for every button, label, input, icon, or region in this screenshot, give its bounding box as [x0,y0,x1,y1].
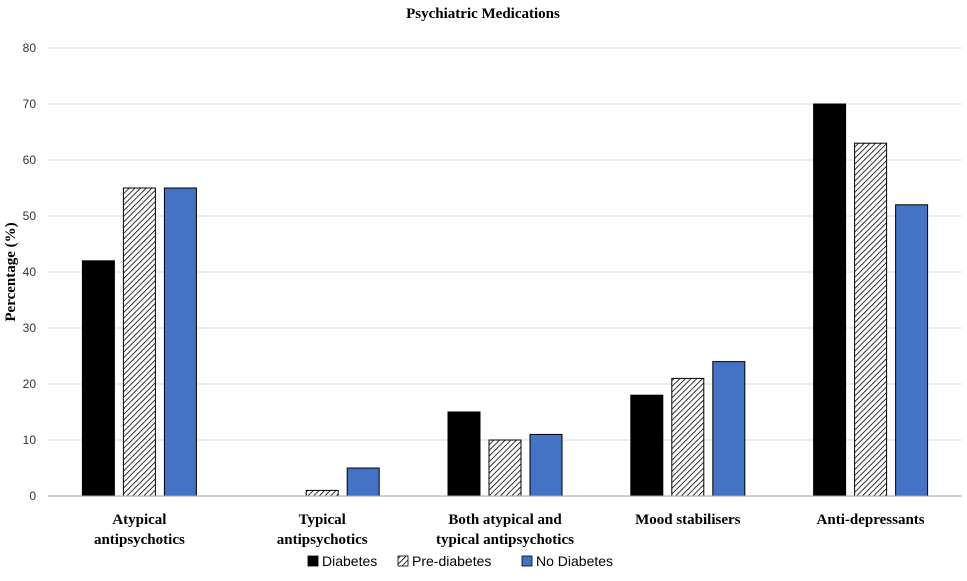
x-category-label: Anti-depressants [817,512,925,528]
bar-pre-diabetes [305,489,339,497]
legend-label: No Diabetes [536,553,613,569]
x-category-label: Typical antipsychotics [277,512,368,548]
y-tick-label: 30 [23,321,37,335]
bar-no-diabetes [346,467,380,497]
y-tick-label: 0 [29,489,36,503]
gridlines [48,47,962,441]
y-axis-label: Percentage (%) [3,222,19,321]
x-category-label: Both atypical and typical antipsychotics [436,512,574,548]
legend-swatch [307,555,319,567]
bars [81,103,929,497]
bar-pre-diabetes [488,439,522,497]
y-tick-label: 80 [23,41,37,55]
bar-no-diabetes [712,361,746,497]
bar-no-diabetes [163,187,197,497]
y-tick-label: 50 [23,209,37,223]
legend-swatch [397,555,409,567]
y-tick-label: 70 [23,97,37,111]
y-axis-ticks: 0 10 20 30 40 50 60 70 80 [23,41,37,503]
chart-title: Psychiatric Medications [406,6,560,22]
x-category-label: Mood stabilisers [635,512,741,528]
bar-pre-diabetes [122,187,156,497]
legend-swatch [521,555,533,567]
legend: Diabetes Pre-diabetes No Diabetes [307,553,613,569]
y-tick-label: 40 [23,265,37,279]
y-tick-label: 20 [23,377,37,391]
bar-pre-diabetes [854,142,888,497]
y-tick-label: 60 [23,153,37,167]
bar-diabetes [447,411,481,497]
y-tick-label: 10 [23,433,37,447]
bar-no-diabetes [895,204,929,497]
legend-label: Diabetes [322,553,377,569]
legend-label: Pre-diabetes [412,553,491,569]
bar-diabetes [81,260,115,497]
x-category-label: Atypical antipsychotics [94,512,185,548]
bar-no-diabetes [529,433,563,497]
x-axis-categories: Atypical antipsychotics Typical antipsychot… [94,512,925,548]
bar-pre-diabetes [671,377,705,497]
bar-diabetes [813,103,847,497]
bar-diabetes [630,394,664,497]
